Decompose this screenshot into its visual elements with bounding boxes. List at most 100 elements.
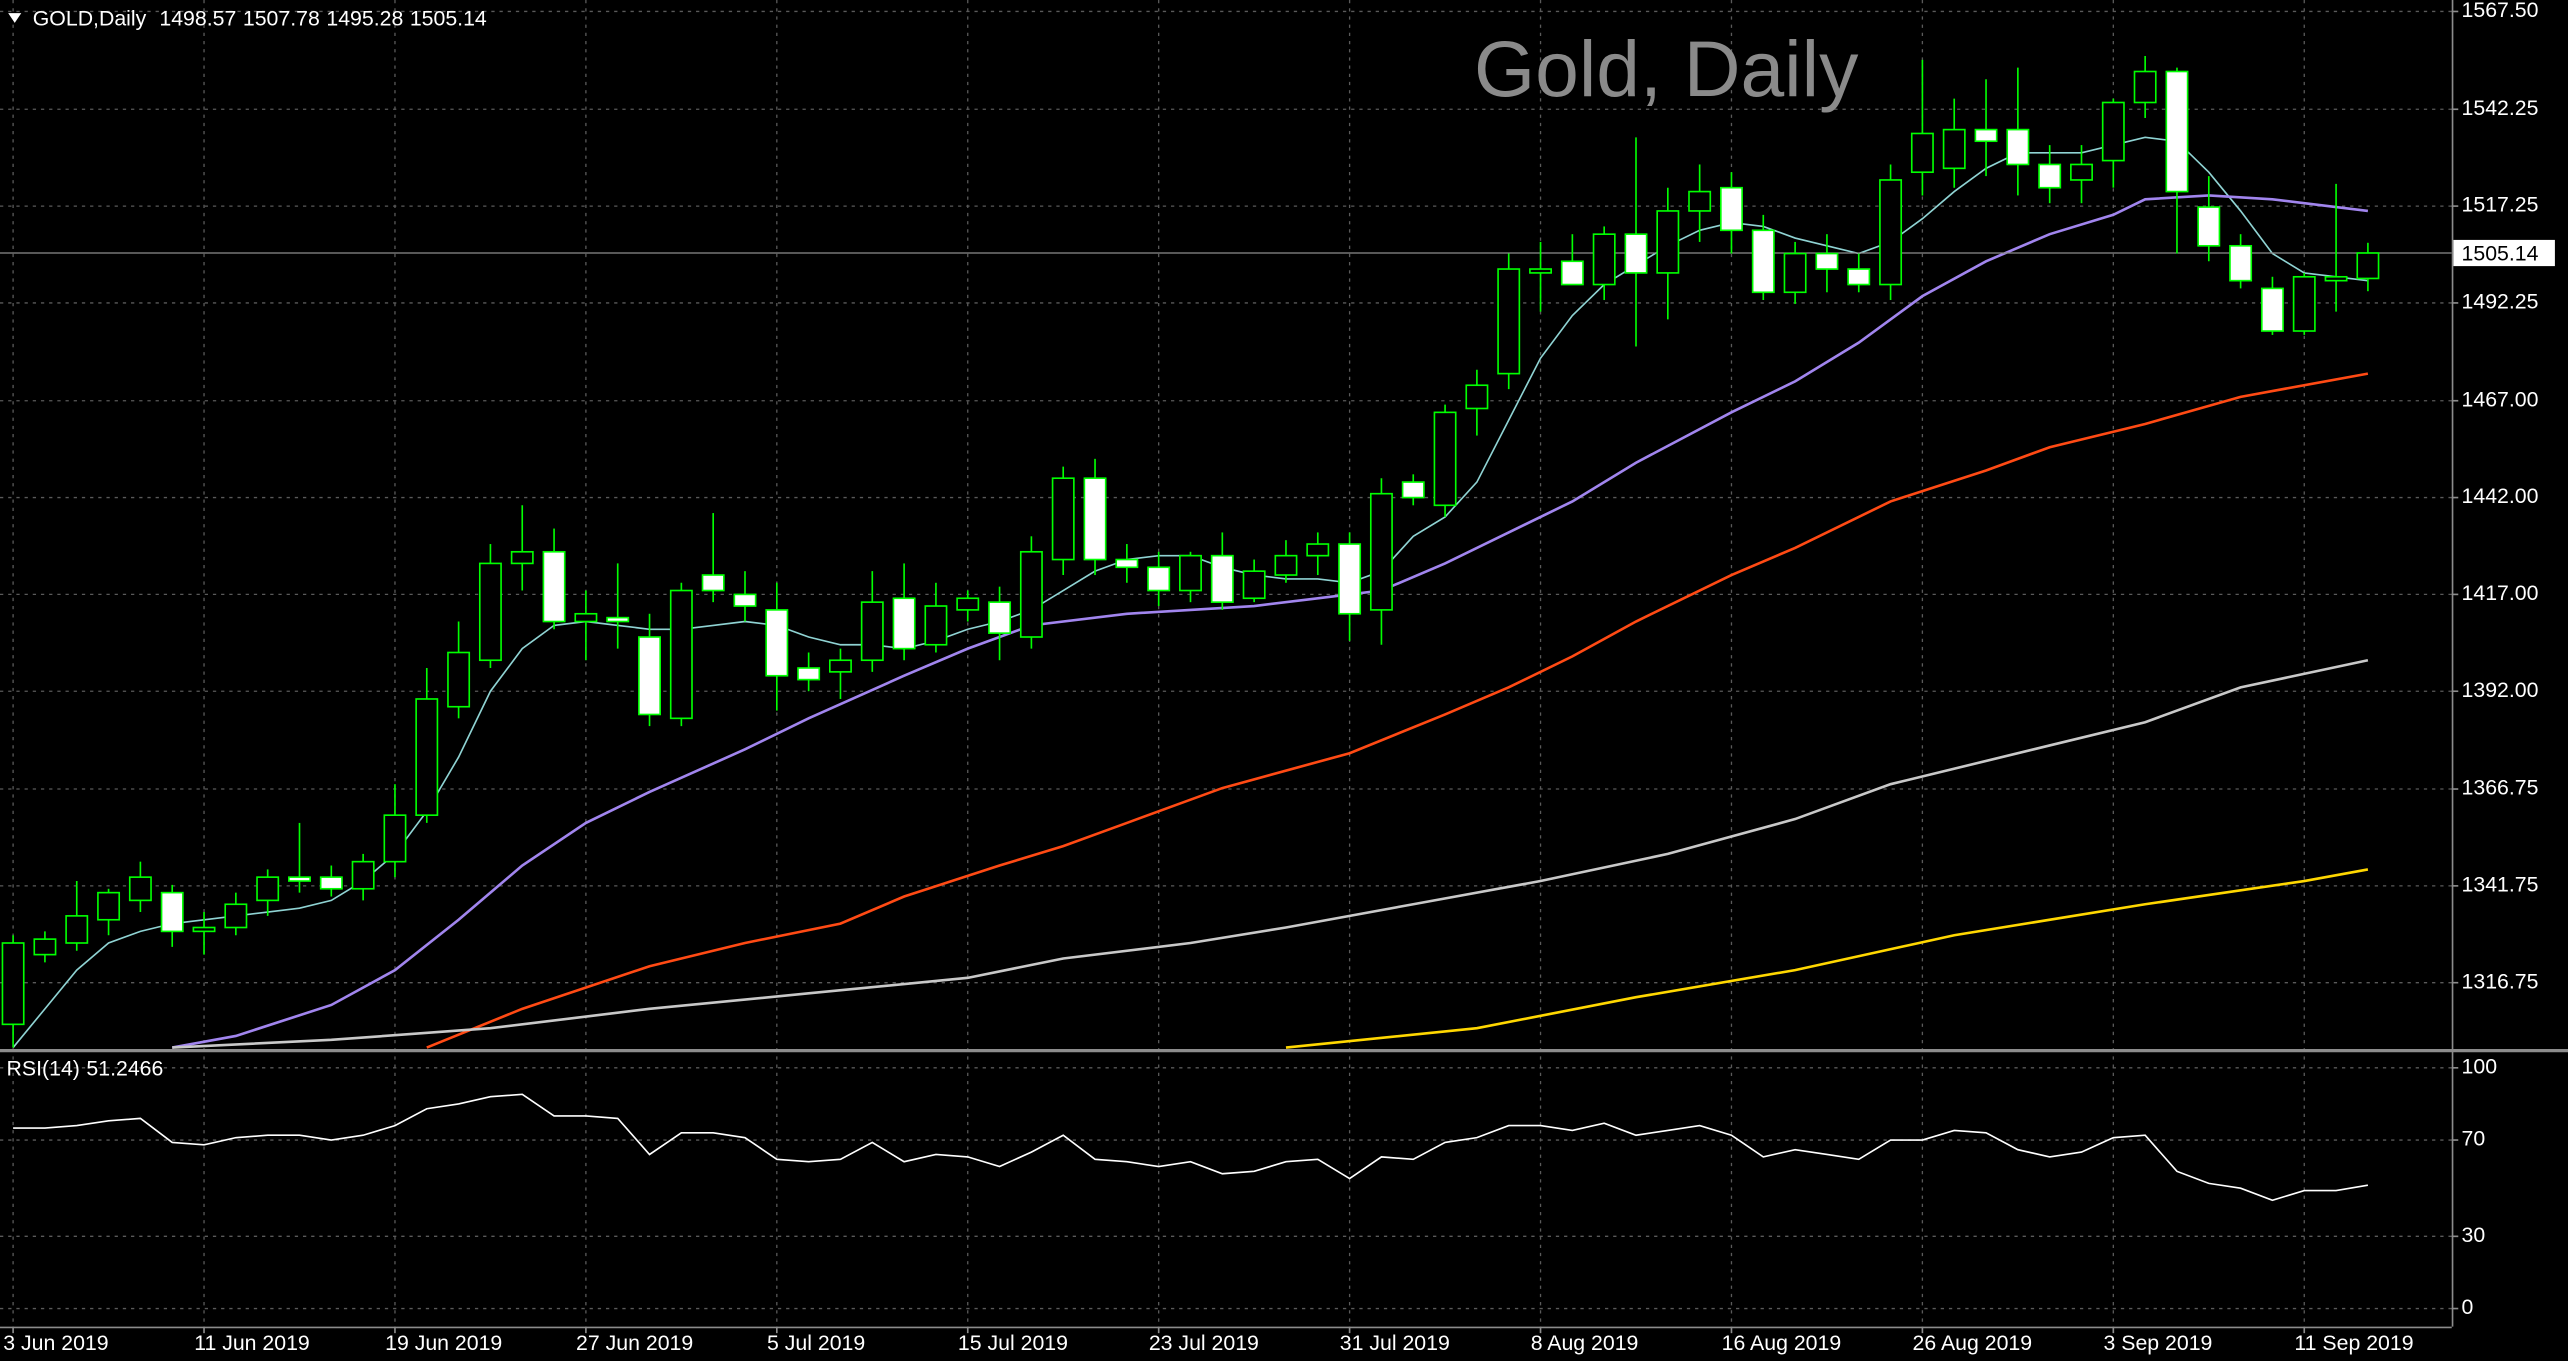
- open-value: 1498.57: [159, 6, 236, 30]
- y-tick-label: 1366.75: [2462, 776, 2539, 800]
- candle-body: [733, 593, 757, 607]
- candle-body: [2260, 287, 2284, 332]
- low-value: 1495.28: [326, 6, 403, 30]
- moving-average: [172, 658, 2369, 1049]
- candle-body: [1465, 384, 1489, 410]
- rsi-header: RSI(14) 51.2466: [7, 1056, 164, 1080]
- candle-body: [351, 860, 375, 890]
- candle-body: [415, 698, 439, 816]
- candle-body: [1306, 543, 1330, 557]
- candle-body: [542, 550, 566, 623]
- y-tick-label: 1492.25: [2462, 290, 2539, 314]
- candle-body: [606, 616, 630, 623]
- candle-body: [1529, 268, 1553, 274]
- x-tick-label: 11 Jun 2019: [194, 1331, 310, 1355]
- candle-body: [1720, 186, 1743, 232]
- close-value: 1505.14: [410, 6, 487, 30]
- candle-body: [383, 814, 407, 863]
- candle-body: [2356, 252, 2380, 280]
- candle-body: [2133, 70, 2157, 104]
- rsi-pane: [13, 1093, 2369, 1202]
- y-tick-label: 70: [2462, 1127, 2486, 1151]
- candle-body: [1338, 543, 1362, 615]
- x-tick-label: 11 Sep 2019: [2294, 1331, 2413, 1355]
- candle-body: [2101, 101, 2125, 162]
- price-tag-label: 1505.14: [2462, 241, 2539, 265]
- symbol-header: GOLD,Daily 1498.57 1507.78 1495.28 1505.14: [33, 6, 487, 30]
- candle-body: [924, 605, 948, 646]
- candle-body: [1019, 550, 1043, 638]
- moving-average: [1285, 868, 2369, 1049]
- candle-body: [128, 876, 152, 902]
- candle-body: [1751, 229, 1775, 294]
- y-tick-label: 0: [2462, 1295, 2474, 1319]
- watermark: Gold, Daily: [1474, 25, 1859, 113]
- candle-body: [574, 612, 598, 623]
- x-tick-label: 16 Aug 2019: [1722, 1331, 1842, 1355]
- candle-body: [97, 891, 121, 921]
- candle-body: [1497, 268, 1521, 375]
- candle-body: [1847, 268, 1871, 286]
- rsi-value: 51.2466: [86, 1056, 163, 1080]
- candle-body: [1083, 477, 1107, 561]
- candle-body: [2197, 206, 2221, 247]
- candle-body: [319, 876, 343, 890]
- candle-body: [1974, 128, 1998, 143]
- candle-body: [701, 574, 725, 592]
- candle-body: [1433, 411, 1457, 507]
- x-tick-label: 3 Sep 2019: [2103, 1331, 2212, 1355]
- high-value: 1507.78: [243, 6, 320, 30]
- x-tick-label: 19 Jun 2019: [385, 1331, 502, 1355]
- candle-body: [638, 636, 661, 716]
- x-tick-label: 27 Jun 2019: [576, 1331, 693, 1355]
- candle-body: [1274, 554, 1298, 576]
- candle-body: [478, 562, 502, 662]
- candle-body: [1179, 554, 1202, 592]
- candle-body: [1115, 558, 1139, 569]
- candle-body: [1942, 128, 1966, 170]
- moving-average: [426, 372, 2369, 1049]
- candle-body: [65, 915, 89, 944]
- candle-body: [1656, 210, 1680, 274]
- axis-layer: 1567.50 1542.25 1517.25 1492.25 1467.00 1442.…: [3, 0, 2555, 1355]
- symbol: GOLD,Daily: [33, 6, 147, 30]
- candle-body: [988, 601, 1012, 634]
- x-tick-label: 3 Jun 2019: [3, 1331, 108, 1355]
- candle-body: [160, 891, 184, 933]
- x-tick-label: 26 Aug 2019: [1913, 1331, 2033, 1355]
- candle-body: [2038, 163, 2062, 189]
- x-tick-label: 15 Jul 2019: [958, 1331, 1068, 1355]
- candle-body: [2070, 163, 2093, 181]
- candle-body: [1147, 566, 1171, 592]
- y-tick-label: 1467.00: [2462, 387, 2539, 411]
- candle-body: [2229, 244, 2253, 282]
- candle-body: [1910, 132, 1934, 174]
- moving-average: [171, 194, 2369, 1049]
- candle-body: [224, 903, 248, 929]
- candle-body: [1560, 260, 1584, 286]
- candle-body: [2165, 70, 2189, 193]
- candle-body: [1242, 570, 1266, 600]
- candle-body: [1879, 179, 1903, 286]
- rsi-title: RSI(14): [7, 1056, 80, 1080]
- candle-body: [1624, 233, 1648, 274]
- candle-body: [892, 597, 916, 650]
- x-tick-label: 31 Jul 2019: [1340, 1331, 1450, 1355]
- candle-body: [1051, 477, 1075, 561]
- candle-body: [2292, 275, 2316, 332]
- candle-body: [1210, 554, 1234, 603]
- candle-body: [1783, 252, 1807, 294]
- candle-body: [1688, 190, 1712, 212]
- menu-arrow[interactable]: [8, 13, 22, 23]
- y-tick-label: 1442.00: [2462, 484, 2539, 508]
- candle-body: [956, 597, 980, 611]
- candle-body: [447, 651, 471, 708]
- x-tick-label: 8 Aug 2019: [1531, 1331, 1639, 1355]
- candle-body: [1, 942, 25, 1026]
- candle-body: [1592, 233, 1616, 286]
- candle-body: [765, 609, 789, 677]
- candle-body: [510, 550, 534, 565]
- x-tick-label: 23 Jul 2019: [1149, 1331, 1259, 1355]
